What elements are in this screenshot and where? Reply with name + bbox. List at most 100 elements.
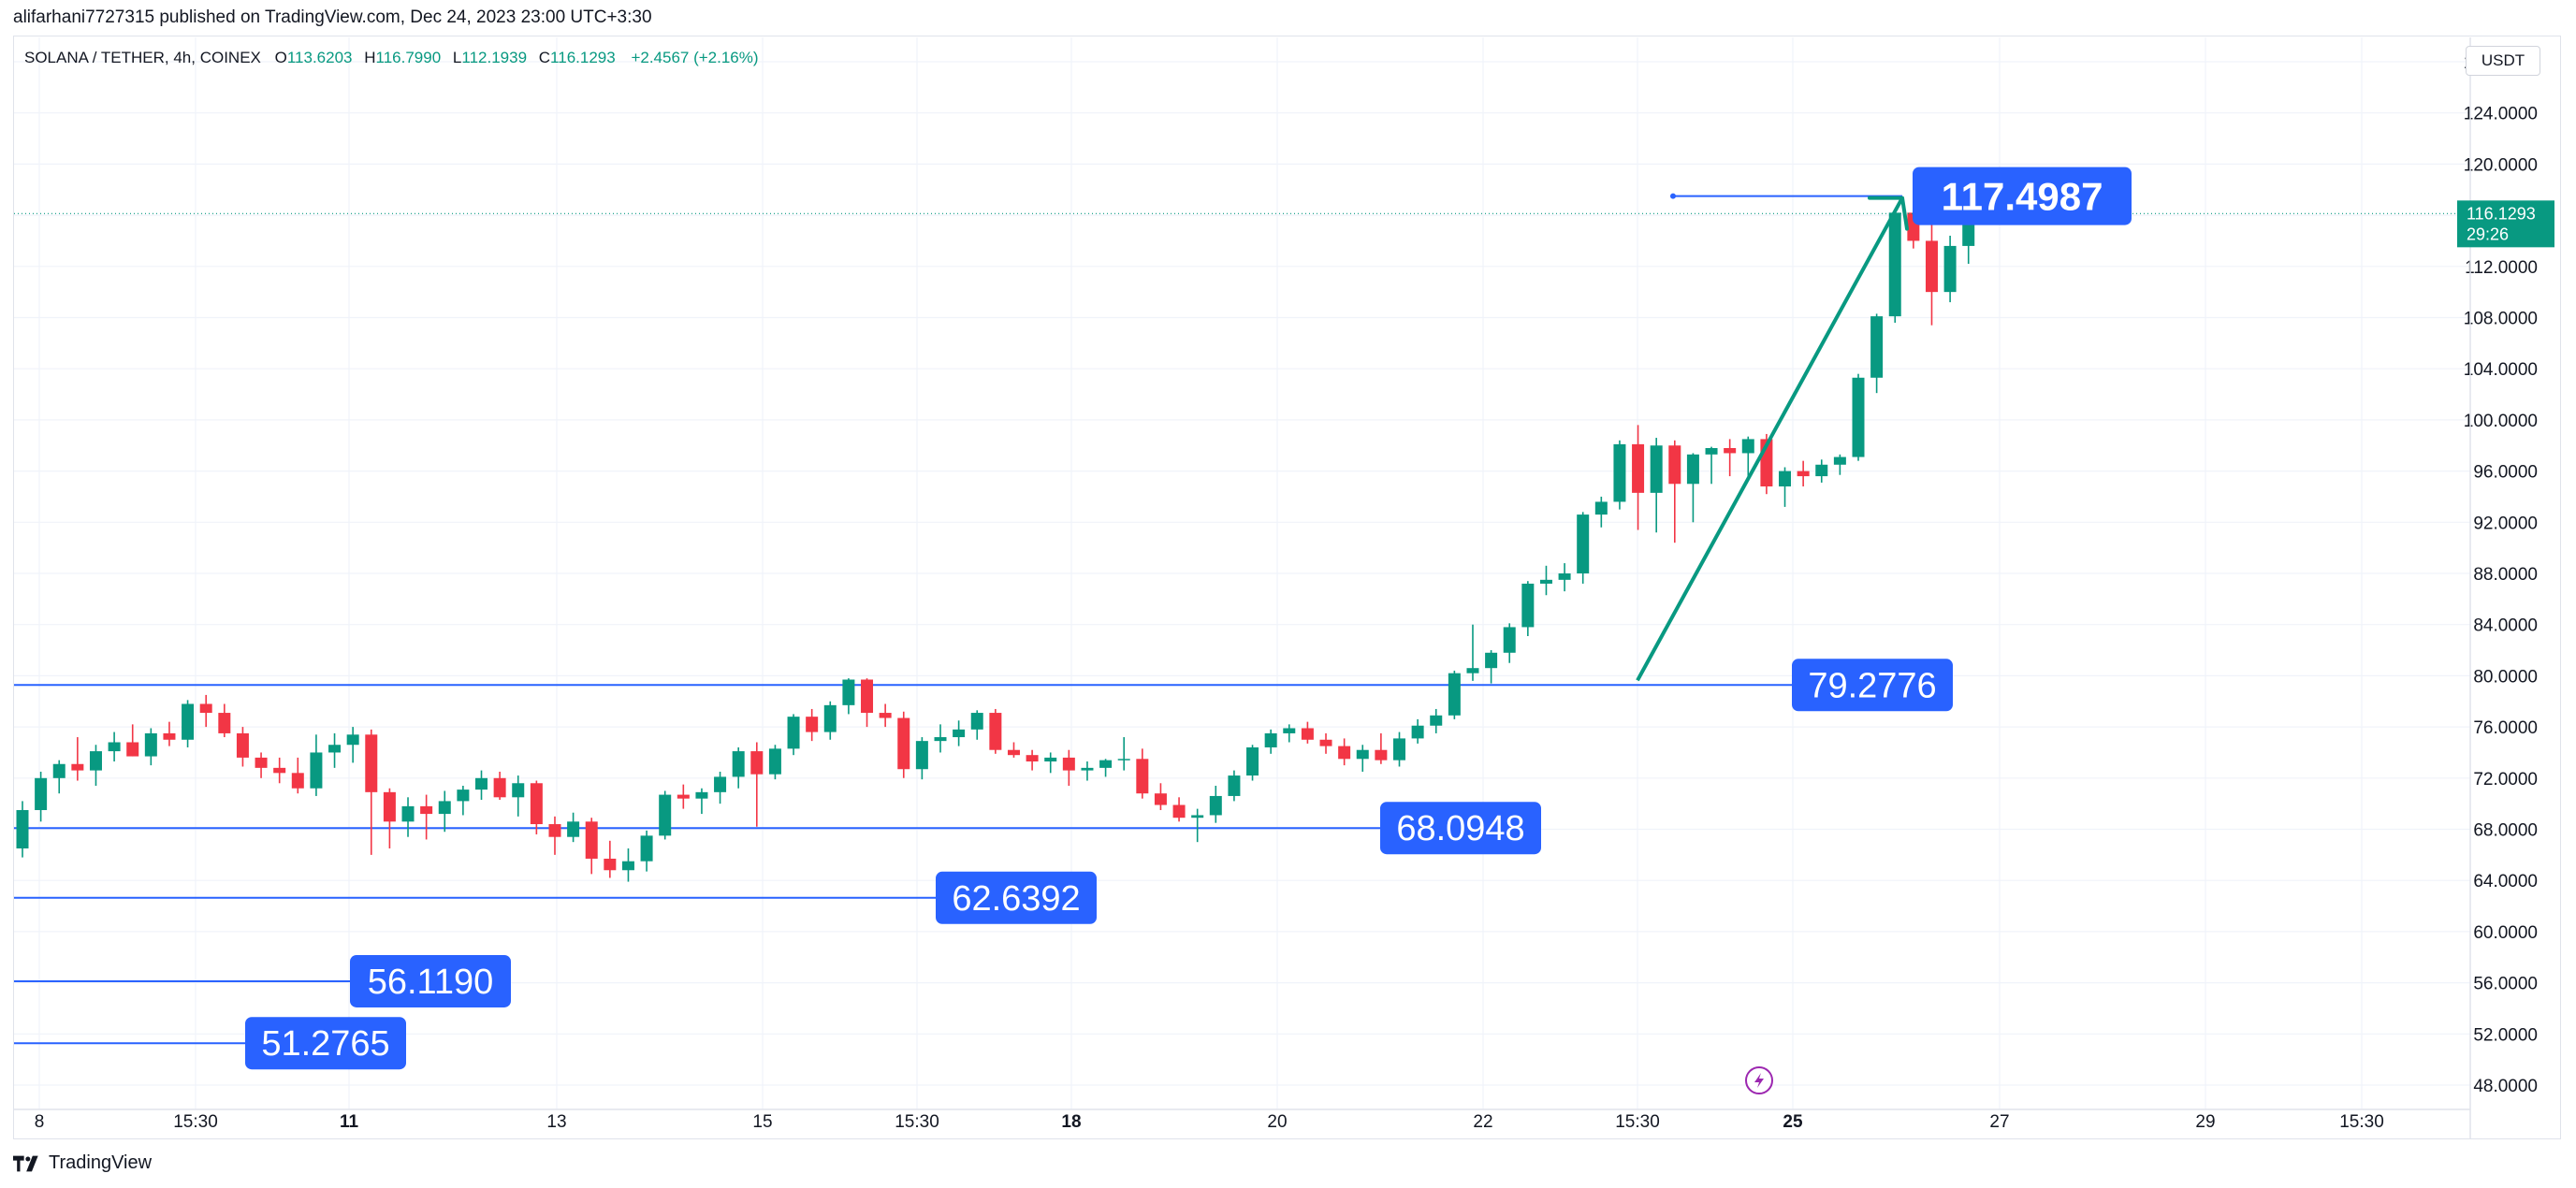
candle-body: [291, 773, 304, 789]
candle-body: [457, 790, 470, 802]
last-price-value: 116.1293: [2467, 204, 2536, 223]
candle-body: [1852, 377, 1865, 457]
candle-body: [1632, 443, 1645, 493]
projection-arrow: [1636, 193, 1909, 682]
candle-body: [401, 805, 415, 822]
arrow-head: [1868, 196, 1909, 231]
candle-body: [35, 777, 48, 810]
candle-body: [1411, 725, 1424, 739]
last-price-countdown: 29:26: [2467, 225, 2509, 243]
candle-body: [621, 861, 634, 871]
symbol-name: SOLANA / TETHER, 4h, COINEX: [24, 49, 261, 66]
candle-body: [273, 767, 286, 774]
candle-body: [1356, 749, 1369, 760]
level-label-box: [245, 1017, 406, 1070]
candle-body: [1136, 759, 1149, 794]
level-label: 51.2765: [261, 1024, 389, 1064]
low-label: L: [452, 49, 462, 66]
arrow-shaft: [1636, 196, 1904, 682]
candle-body: [16, 809, 29, 849]
candle-body: [823, 704, 837, 732]
x-tick-label: 29: [2195, 1112, 2215, 1132]
y-tick-label: 120.0000: [2464, 155, 2538, 175]
candle-body: [1521, 583, 1535, 628]
candle-body: [1430, 715, 1443, 726]
candle-body: [1539, 579, 1552, 584]
level-label: 79.2776: [1808, 666, 1936, 705]
candle-body: [512, 783, 525, 798]
y-tick-label: 56.0000: [2473, 975, 2538, 994]
candle-body: [604, 858, 617, 871]
last-price-marker: 116.1293 29:26: [2457, 200, 2554, 248]
level-label-box: [1792, 659, 1953, 712]
candle-body: [1797, 471, 1810, 477]
candle-body: [750, 751, 764, 775]
last-price-tag: [2457, 200, 2554, 248]
candle-body: [1062, 757, 1075, 771]
y-tick-label: 60.0000: [2473, 923, 2538, 943]
candle-body: [328, 745, 342, 753]
y-tick-label: 76.0000: [2473, 718, 2538, 738]
candle-body: [677, 794, 690, 799]
y-tick-label: 100.0000: [2464, 412, 2538, 431]
candle-body: [585, 821, 598, 859]
candle-body: [218, 713, 231, 733]
y-tick-label: 72.0000: [2473, 770, 2538, 790]
candle-body: [1209, 795, 1222, 816]
candle-body: [695, 791, 708, 799]
candle-body: [1594, 501, 1608, 515]
high-label: H: [364, 49, 376, 66]
candle-body: [1154, 793, 1167, 805]
candle-body: [1815, 464, 1828, 477]
y-tick-label: 104.0000: [2464, 360, 2538, 380]
candle-body: [310, 752, 323, 789]
candle-body: [1613, 443, 1626, 502]
candle-body: [530, 783, 543, 825]
candle-body: [897, 717, 910, 770]
candle-body: [475, 777, 488, 790]
y-tick-label: 80.0000: [2473, 667, 2538, 687]
candle-body: [1925, 240, 1938, 293]
y-tick-label: 92.0000: [2473, 514, 2538, 533]
x-tick-label: 15:30: [895, 1112, 939, 1132]
candle-body: [732, 751, 745, 777]
candle-body: [1117, 759, 1130, 761]
candle-body: [1558, 573, 1571, 580]
candle-body: [1301, 728, 1314, 740]
level-label: 68.0948: [1396, 809, 1524, 848]
x-tick-label: 15:30: [1615, 1112, 1660, 1132]
x-tick-label: 13: [546, 1112, 566, 1132]
candle-body: [255, 757, 268, 768]
currency-selector[interactable]: USDT: [2466, 46, 2540, 76]
level-label-box: [1380, 802, 1541, 855]
candle-body: [182, 703, 195, 740]
candle-body: [548, 824, 561, 837]
candle-body: [89, 751, 102, 771]
y-tick-label: 96.0000: [2473, 463, 2538, 483]
chart-frame: [13, 36, 2561, 1139]
x-tick-label: 15:30: [2339, 1112, 2384, 1132]
lightning-icon: [1745, 1066, 1773, 1094]
candle-body: [420, 805, 433, 815]
level-labels: 79.2776 68.0948 62.6392 56.1190 51.2765 117.4…: [245, 167, 2132, 1070]
candle-body: [989, 713, 1002, 750]
candle-body: [346, 734, 359, 746]
candle-body: [879, 713, 892, 718]
x-tick-label: 27: [1989, 1112, 2009, 1132]
candle-body: [1081, 767, 1094, 771]
x-tick-label: 25: [1783, 1112, 1803, 1132]
candle-body: [1007, 749, 1020, 756]
x-tick-label: 15: [752, 1112, 772, 1132]
open-label: O: [274, 49, 287, 66]
candle-body: [438, 801, 451, 815]
change-value: +2.4567 (+2.16%): [631, 49, 759, 66]
footer-brand[interactable]: TradingView: [13, 1152, 152, 1174]
candle-body: [1191, 815, 1204, 819]
level-label-box: [936, 871, 1097, 924]
candle-body: [236, 732, 249, 758]
candle-body: [1393, 738, 1405, 761]
candle-body: [144, 732, 157, 757]
symbol-legend[interactable]: SOLANA / TETHER, 4h, COINEX O113.6203 H1…: [24, 49, 759, 67]
tradingview-logo-icon: [13, 1155, 38, 1171]
